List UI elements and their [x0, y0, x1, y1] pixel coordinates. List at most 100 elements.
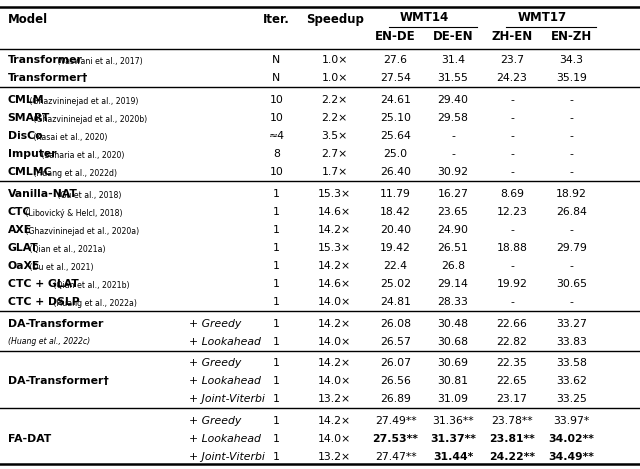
Text: DA-Transformer: DA-Transformer	[8, 318, 103, 329]
Text: + Lookahead: + Lookahead	[189, 434, 260, 444]
Text: 31.4: 31.4	[441, 55, 465, 65]
Text: 30.92: 30.92	[438, 167, 468, 177]
Text: -: -	[510, 131, 514, 141]
Text: 23.78**: 23.78**	[491, 416, 533, 426]
Text: 22.82: 22.82	[497, 337, 527, 347]
Text: 33.25: 33.25	[556, 394, 587, 404]
Text: 1: 1	[273, 243, 280, 253]
Text: 18.42: 18.42	[380, 207, 411, 217]
Text: (Ghazvininejad et al., 2020b): (Ghazvininejad et al., 2020b)	[31, 115, 147, 124]
Text: 35.19: 35.19	[556, 73, 587, 83]
Text: 1.7×: 1.7×	[321, 167, 348, 177]
Text: 14.2×: 14.2×	[318, 261, 351, 271]
Text: + Joint-Viterbi: + Joint-Viterbi	[189, 394, 265, 404]
Text: 26.51: 26.51	[438, 243, 468, 253]
Text: (Vaswani et al., 2017): (Vaswani et al., 2017)	[54, 57, 142, 66]
Text: + Joint-Viterbi: + Joint-Viterbi	[189, 452, 265, 462]
Text: 27.54: 27.54	[380, 73, 411, 83]
Text: 14.6×: 14.6×	[318, 279, 351, 289]
Text: 30.68: 30.68	[438, 337, 468, 347]
Text: 10: 10	[269, 95, 284, 105]
Text: Imputer: Imputer	[8, 149, 56, 159]
Text: -: -	[570, 113, 573, 123]
Text: 19.92: 19.92	[497, 279, 527, 289]
Text: -: -	[570, 225, 573, 235]
Text: -: -	[570, 95, 573, 105]
Text: (Qian et al., 2021b): (Qian et al., 2021b)	[51, 281, 129, 290]
Text: 27.49**: 27.49**	[374, 416, 417, 426]
Text: 24.23: 24.23	[497, 73, 527, 83]
Text: 22.4: 22.4	[383, 261, 408, 271]
Text: 1: 1	[273, 394, 280, 404]
Text: 1: 1	[273, 318, 280, 329]
Text: 31.09: 31.09	[438, 394, 468, 404]
Text: Speedup: Speedup	[306, 13, 364, 26]
Text: 26.40: 26.40	[380, 167, 411, 177]
Text: ZH-EN: ZH-EN	[492, 30, 532, 43]
Text: Transformer: Transformer	[8, 55, 83, 65]
Text: 31.37**: 31.37**	[430, 434, 476, 444]
Text: 29.40: 29.40	[438, 95, 468, 105]
Text: 10: 10	[269, 113, 284, 123]
Text: 1: 1	[273, 358, 280, 368]
Text: (Saharia et al., 2020): (Saharia et al., 2020)	[38, 151, 124, 160]
Text: + Lookahead: + Lookahead	[189, 376, 260, 386]
Text: -: -	[510, 297, 514, 307]
Text: 1: 1	[273, 452, 280, 462]
Text: 14.2×: 14.2×	[318, 416, 351, 426]
Text: + Greedy: + Greedy	[189, 358, 241, 368]
Text: 25.0: 25.0	[383, 149, 408, 159]
Text: 30.48: 30.48	[438, 318, 468, 329]
Text: DisCo: DisCo	[8, 131, 42, 141]
Text: 1.0×: 1.0×	[321, 55, 348, 65]
Text: 14.2×: 14.2×	[318, 358, 351, 368]
Text: CMLMC: CMLMC	[8, 167, 52, 177]
Text: FA-DAT: FA-DAT	[8, 434, 51, 444]
Text: 1: 1	[273, 434, 280, 444]
Text: DA-Transformer†: DA-Transformer†	[8, 376, 109, 386]
Text: 24.81: 24.81	[380, 297, 411, 307]
Text: 25.64: 25.64	[380, 131, 411, 141]
Text: 29.58: 29.58	[438, 113, 468, 123]
Text: 29.14: 29.14	[438, 279, 468, 289]
Text: (Qian et al., 2021a): (Qian et al., 2021a)	[27, 245, 105, 254]
Text: 25.02: 25.02	[380, 279, 411, 289]
Text: (Huang et al., 2022a): (Huang et al., 2022a)	[51, 299, 136, 308]
Text: 27.6: 27.6	[383, 55, 408, 65]
Text: 33.58: 33.58	[556, 358, 587, 368]
Text: 22.65: 22.65	[497, 376, 527, 386]
Text: 1: 1	[273, 337, 280, 347]
Text: -: -	[510, 113, 514, 123]
Text: 8: 8	[273, 149, 280, 159]
Text: (Du et al., 2021): (Du et al., 2021)	[27, 263, 93, 272]
Text: -: -	[570, 149, 573, 159]
Text: 18.92: 18.92	[556, 189, 587, 199]
Text: EN-DE: EN-DE	[375, 30, 416, 43]
Text: 1: 1	[273, 416, 280, 426]
Text: 27.47**: 27.47**	[374, 452, 417, 462]
Text: + Greedy: + Greedy	[189, 416, 241, 426]
Text: 26.07: 26.07	[380, 358, 411, 368]
Text: Iter.: Iter.	[263, 13, 290, 26]
Text: 34.02**: 34.02**	[548, 434, 595, 444]
Text: SMART: SMART	[8, 113, 50, 123]
Text: 13.2×: 13.2×	[318, 452, 351, 462]
Text: Model: Model	[8, 13, 48, 26]
Text: 11.79: 11.79	[380, 189, 411, 199]
Text: (Ghazvininejad et al., 2020a): (Ghazvininejad et al., 2020a)	[23, 227, 139, 235]
Text: -: -	[570, 131, 573, 141]
Text: -: -	[570, 297, 573, 307]
Text: 2.2×: 2.2×	[321, 113, 348, 123]
Text: 14.0×: 14.0×	[318, 297, 351, 307]
Text: 8.69: 8.69	[500, 189, 524, 199]
Text: 10: 10	[269, 167, 284, 177]
Text: WMT17: WMT17	[517, 11, 566, 24]
Text: 33.27: 33.27	[556, 318, 587, 329]
Text: 26.57: 26.57	[380, 337, 411, 347]
Text: 31.44*: 31.44*	[433, 452, 473, 462]
Text: 24.22**: 24.22**	[489, 452, 535, 462]
Text: N: N	[273, 73, 280, 83]
Text: Vanilla-NAT: Vanilla-NAT	[8, 189, 77, 199]
Text: 3.5×: 3.5×	[321, 131, 348, 141]
Text: CTC + GLAT: CTC + GLAT	[8, 279, 79, 289]
